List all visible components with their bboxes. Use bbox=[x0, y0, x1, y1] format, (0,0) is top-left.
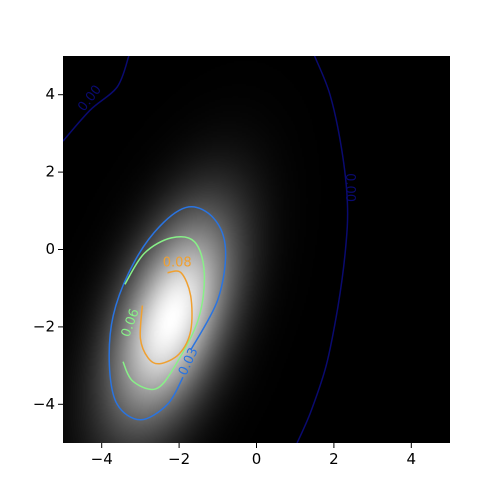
x-tick-label: −4 bbox=[91, 450, 113, 468]
contour-lines bbox=[63, 56, 349, 443]
plot-area: 0.000.000.030.060.08 bbox=[63, 56, 450, 443]
density-heatmap bbox=[63, 56, 450, 443]
x-tick-label: 2 bbox=[329, 450, 339, 468]
x-axis: −4 −2 0 2 4 bbox=[91, 443, 416, 468]
contour-line-0.00 bbox=[63, 56, 130, 142]
contour-label-0.00: 0.00 bbox=[342, 173, 357, 202]
y-tick-label: −4 bbox=[33, 395, 55, 413]
y-tick-label: 0 bbox=[45, 240, 55, 258]
contour-line-0.06 bbox=[122, 236, 206, 391]
contour-line-0.00 bbox=[296, 56, 349, 443]
contour-line-0.03 bbox=[108, 205, 227, 421]
x-tick-label: 0 bbox=[252, 450, 262, 468]
contour-line-0.08 bbox=[139, 270, 193, 365]
y-tick-label: −2 bbox=[33, 317, 55, 335]
y-tick-label: 4 bbox=[45, 85, 55, 103]
y-tick-label: 2 bbox=[45, 163, 55, 181]
x-tick-label: 4 bbox=[407, 450, 417, 468]
y-axis: 4 2 0 −2 −4 bbox=[33, 85, 63, 413]
contour-label-0.08: 0.08 bbox=[163, 256, 192, 271]
x-tick-label: −2 bbox=[168, 450, 190, 468]
